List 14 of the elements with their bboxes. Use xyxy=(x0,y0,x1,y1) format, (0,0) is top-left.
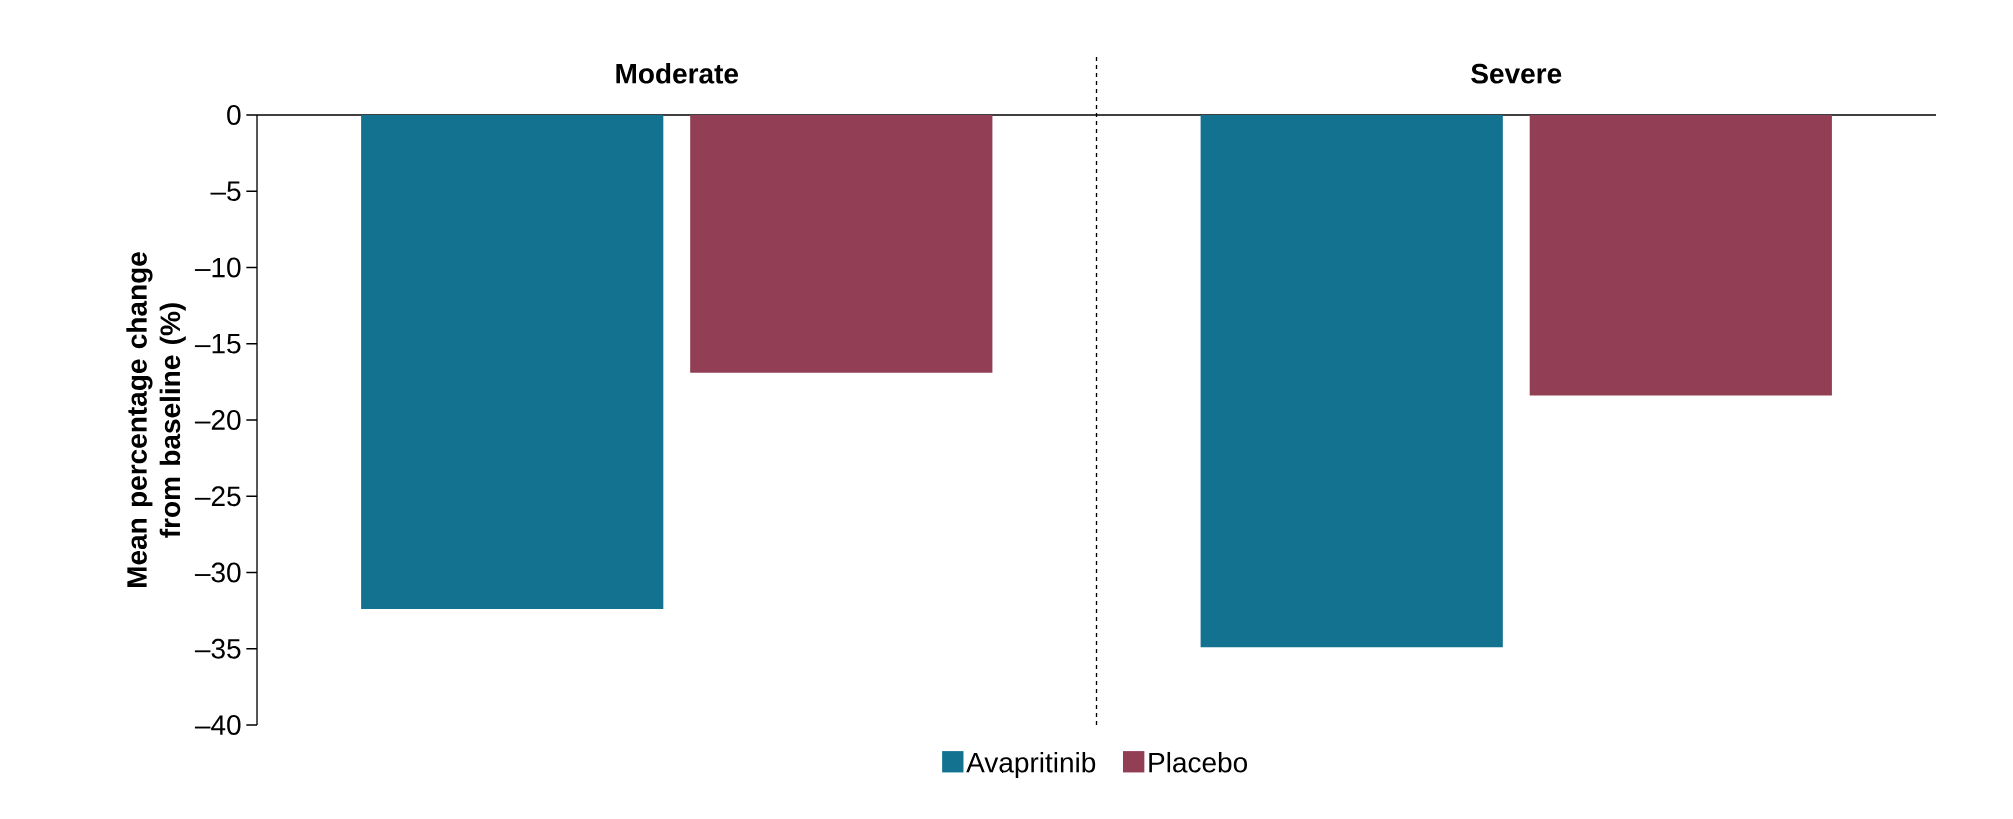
x-tick-label: Moderate xyxy=(616,63,739,84)
legend-label: Avapritinib xyxy=(966,751,1096,779)
y-tick-label: –10 xyxy=(194,257,241,278)
y-tick-label: –30 xyxy=(194,562,241,583)
y-tick-label: –25 xyxy=(194,486,241,507)
legend-label: Placebo xyxy=(1149,751,1248,773)
y-axis-title: Mean percentage change from baseline (%) xyxy=(126,252,186,587)
y-tick-label: –20 xyxy=(194,410,241,430)
x-tick-label: Severe xyxy=(1471,63,1562,84)
y-tick-label: –35 xyxy=(194,638,241,659)
y-tick-label: 0 xyxy=(227,105,241,125)
y-tick-label: –5 xyxy=(210,181,241,202)
y-tick-label: –15 xyxy=(194,333,241,354)
y-tick-label: –40 xyxy=(194,715,241,735)
